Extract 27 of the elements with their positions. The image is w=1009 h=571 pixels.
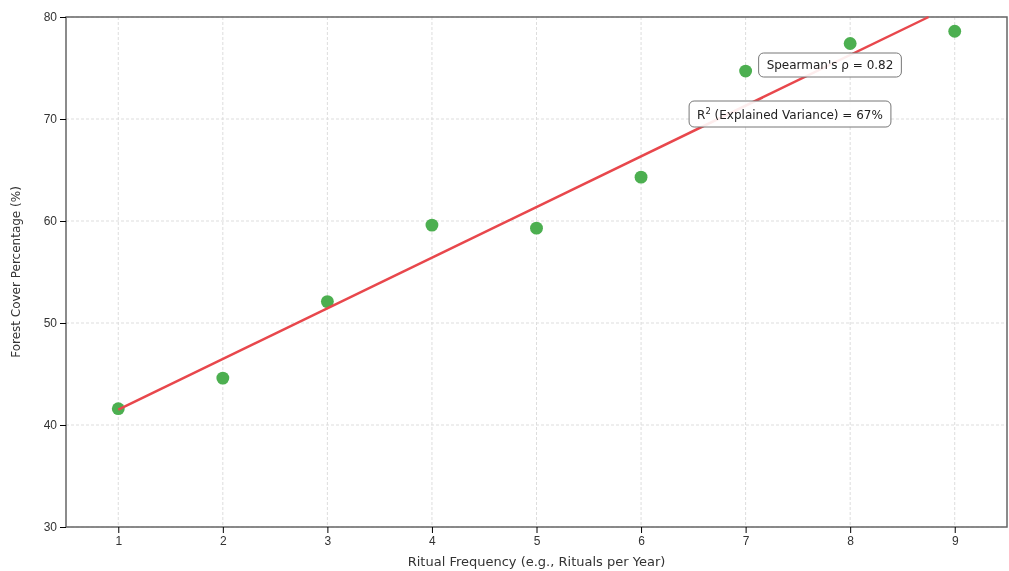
x-tick-label: 6 <box>638 533 646 548</box>
point <box>739 64 753 78</box>
annotation: Spearman's ρ = 0.82 <box>766 58 894 72</box>
y-tick-label: 70 <box>43 112 58 127</box>
y-tick-label: 30 <box>43 520 58 535</box>
x-tick-label: 7 <box>742 533 750 548</box>
x-tick-label: 4 <box>429 533 437 548</box>
x-tick-label: 5 <box>533 533 541 548</box>
x-axis-title: Ritual Frequency (e.g., Rituals per Year) <box>407 554 666 569</box>
x-tick-label: 2 <box>219 533 227 548</box>
y-tick-label: 60 <box>43 214 58 229</box>
x-tick-label: 1 <box>115 533 123 548</box>
annotation: R$^{2}$ (Explained Variance) = 67% <box>697 106 883 122</box>
y-tick-label: 40 <box>43 418 58 433</box>
y-axis-title: Forest Cover Percentage (%) <box>9 186 23 358</box>
point <box>425 218 439 232</box>
point <box>843 37 857 50</box>
x-tick-label: 9 <box>951 533 959 548</box>
point <box>948 24 962 38</box>
x-tick-label: 3 <box>324 533 332 548</box>
point <box>634 170 648 184</box>
x-tick-label: 8 <box>847 533 855 548</box>
y-tick-label: 50 <box>43 316 58 331</box>
point <box>530 221 543 235</box>
point <box>320 295 334 308</box>
point <box>216 371 230 385</box>
y-tick-label: 80 <box>43 10 58 25</box>
